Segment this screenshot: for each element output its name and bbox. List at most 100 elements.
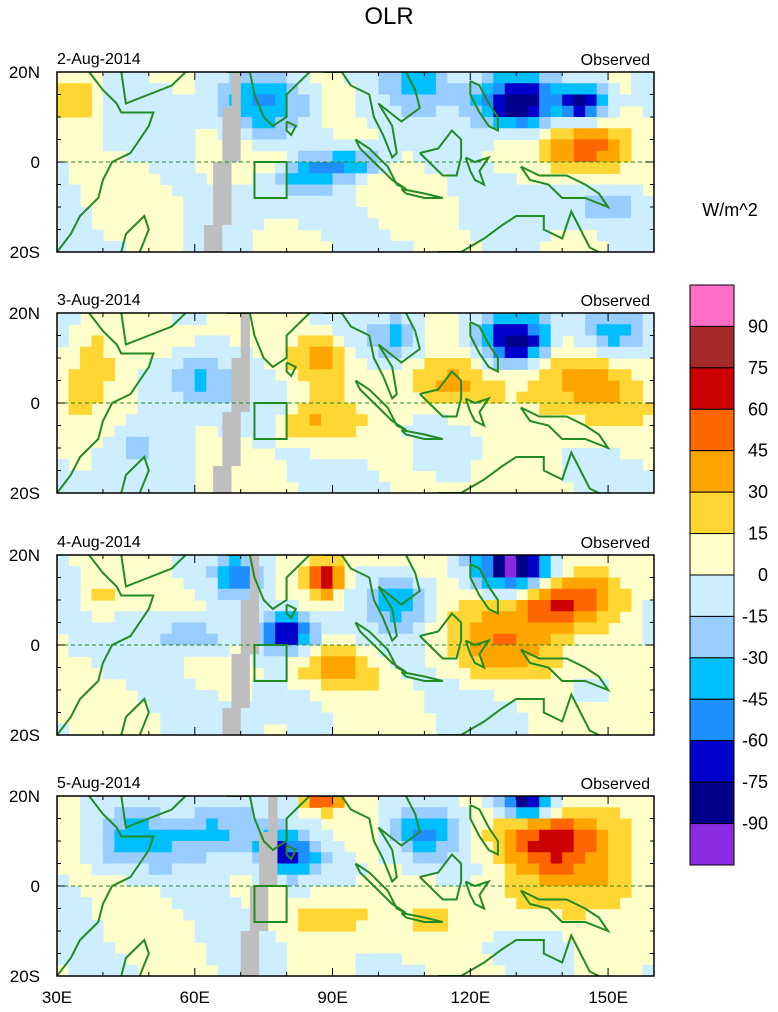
olr-cell [286,701,299,714]
olr-cell [412,818,425,831]
coastline [400,429,444,440]
olr-cell [435,712,448,725]
olr-cell [642,207,654,219]
olr-cell [539,942,552,955]
olr-cell [91,369,104,382]
olr-cell [596,72,609,84]
olr-cell [206,218,219,231]
olr-cell [171,380,184,393]
olr-cell [378,94,391,107]
olr-cell [171,712,184,725]
olr-cell [57,481,70,493]
olr-cell [171,403,184,415]
olr-cell [309,908,322,921]
olr-cell [550,566,563,579]
olr-cell [194,207,207,219]
olr-cell [275,953,288,966]
olr-cell [321,459,334,472]
coastline [400,912,444,923]
olr-cell [596,470,609,483]
olr-cell [344,852,357,865]
olr-cell [585,897,598,910]
missing-data-strip [213,466,232,493]
olr-cell [573,105,586,118]
olr-cell [550,72,563,84]
olr-cell [309,796,322,808]
olr-cell [332,459,345,472]
olr-cell [91,964,104,976]
olr-cell [57,94,70,107]
olr-cell [562,588,575,601]
olr-cell [229,600,242,612]
olr-cell [309,723,322,735]
olr-cell [596,162,609,174]
olr-cell [389,105,403,118]
olr-cell [160,414,173,427]
olr-cell [148,690,161,702]
olr-cell [206,611,219,624]
olr-cell [171,184,184,197]
olr-cell [401,818,414,831]
olr-cell [206,874,219,887]
olr-cell [114,622,127,635]
olr-cell [148,829,161,842]
olr-cell [171,566,184,579]
olr-cell [194,886,207,898]
olr-cell [516,128,529,141]
olr-cell [298,701,311,714]
colorbar-swatch [689,574,735,617]
olr-cell [240,829,253,842]
olr-cell [481,942,494,955]
olr-cell [401,94,414,107]
olr-cell [435,72,448,84]
olr-cell [194,829,207,842]
olr-cell [183,391,196,404]
coastline [120,555,187,588]
olr-cell [573,908,586,921]
olr-cell [252,184,265,197]
olr-cell [275,391,288,404]
olr-cell [344,611,357,624]
olr-cell [332,207,345,219]
olr-cell [114,841,127,853]
olr-cell [550,184,563,197]
olr-cell [298,470,311,483]
olr-cell [470,436,483,449]
olr-cell [447,459,460,472]
olr-cell [309,162,322,174]
olr-cell [148,633,161,646]
olr-cell [539,403,552,415]
olr-cell [125,72,138,84]
y-tick-label: 0 [31,153,40,172]
olr-cell [160,678,173,691]
olr-cell [412,841,425,853]
olr-cell [493,184,506,197]
olr-cell [183,346,196,359]
olr-cell [240,863,253,876]
olr-cell [321,622,334,635]
olr-cell [194,72,207,84]
olr-cell [263,184,276,197]
olr-cell [550,218,563,231]
olr-cell [171,633,184,646]
olr-cell [573,874,586,887]
olr-cell [619,481,632,493]
olr-cell [148,841,161,853]
olr-cell [642,346,654,359]
olr-cell [631,229,644,242]
olr-cell [550,656,563,669]
olr-cell [355,678,368,691]
olr-cell [275,139,288,152]
olr-cell [424,459,437,472]
olr-cell [389,117,403,129]
olr-cell [344,403,357,415]
olr-cell [298,358,311,370]
olr-cell [286,633,299,646]
olr-cell [321,723,334,735]
olr-cell [344,162,357,174]
olr-cell [183,577,196,590]
olr-cell [275,105,288,118]
olr-cell [148,128,161,141]
olr-cell [539,150,552,163]
olr-cell [573,470,586,483]
